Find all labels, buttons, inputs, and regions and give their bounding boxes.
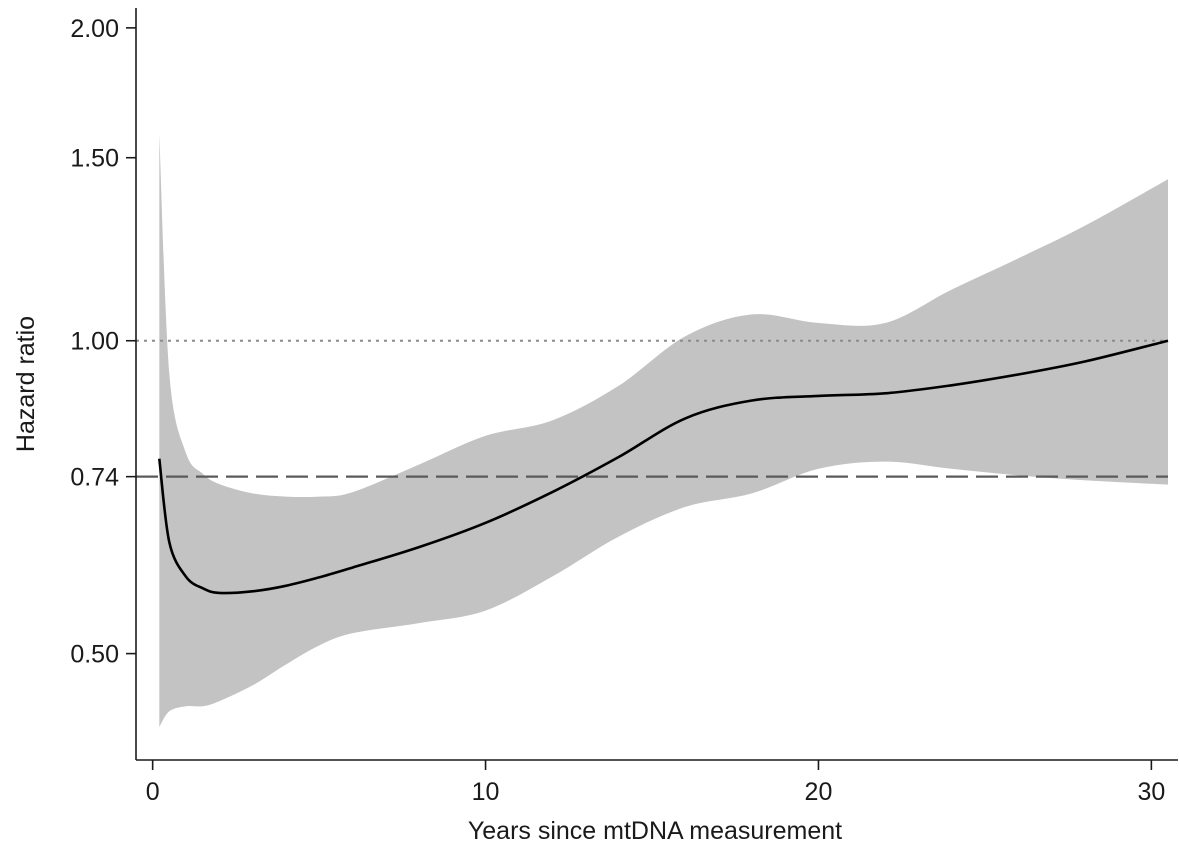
x-tick-label: 20	[805, 778, 833, 806]
hazard-ratio-line	[158, 339, 1169, 595]
y-tick-label: 1.50	[70, 145, 119, 173]
axes-layer: 0.50 0.74 1.00 1.50 2.00 0 10 20 30	[70, 8, 1178, 806]
x-axis-title: Years since mtDNA measurement	[468, 817, 842, 845]
y-tick-label: 1.00	[70, 328, 119, 356]
y-tick-label: 2.00	[70, 15, 119, 43]
y-axis-title: Hazard ratio	[12, 316, 40, 452]
series-line-layer	[158, 339, 1169, 595]
reference-lines-layer	[136, 339, 1168, 478]
x-tick-label: 0	[146, 778, 160, 806]
y-tick-label: 0.50	[70, 641, 119, 669]
x-tick-label: 10	[472, 778, 500, 806]
y-tick-label: 0.74	[70, 464, 119, 492]
x-tick-label: 30	[1137, 778, 1165, 806]
